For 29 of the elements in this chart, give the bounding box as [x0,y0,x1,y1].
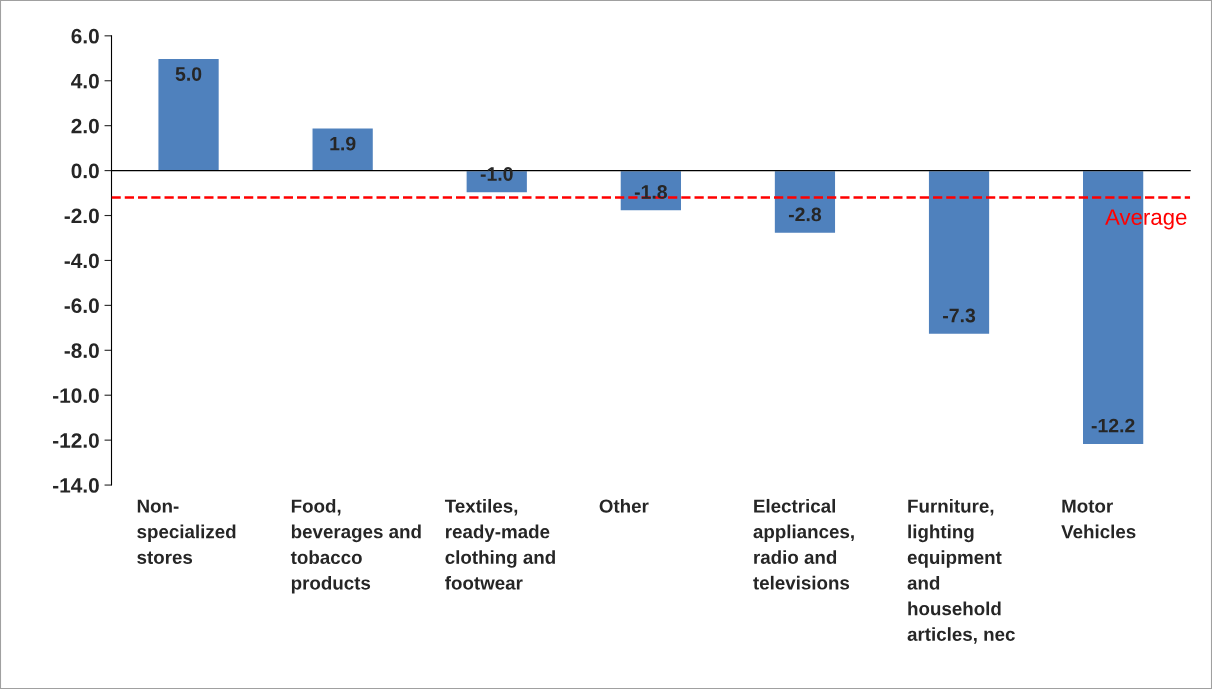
y-tick-label: -4.0 [64,253,99,269]
y-tick-label: -2.0 [64,208,99,224]
data-label: 1.9 [330,136,356,151]
x-tick-label: Electrical appliances, radio and televisions [753,498,854,590]
x-tick-label: Motor Vehicles [1061,499,1136,539]
x-tick-label: Other [599,498,649,513]
y-tick-label: 4.0 [71,73,99,89]
bar [773,169,837,235]
data-label: -12.2 [1091,418,1135,433]
y-tick-label: -8.0 [64,343,99,359]
x-tick-label: Non- specialized stores [137,499,236,564]
y-tick-label: 6.0 [71,28,99,44]
x-tick-label: Textiles, ready-made clothing and footwear [444,498,555,590]
data-label: 5.0 [175,67,202,81]
bar [157,57,221,172]
y-tick-label: 2.0 [71,118,99,134]
y-tick-label: -14.0 [53,478,99,493]
data-label: -1.0 [480,167,513,181]
data-label: -7.3 [943,308,976,323]
y-tick-label: -6.0 [64,298,99,314]
bar [311,127,375,172]
bar [927,169,991,336]
data-label: -2.8 [788,207,822,222]
data-label: -1.8 [634,185,667,199]
x-tick-label: Food, beverages and tobacco products [290,498,421,594]
y-tick-label: 0.0 [71,163,99,179]
y-tick-label: -10.0 [53,388,99,403]
y-tick-label: -12.0 [53,433,99,448]
x-tick-label: Furniture, lighting equipment and household articles, nec [907,498,1015,644]
